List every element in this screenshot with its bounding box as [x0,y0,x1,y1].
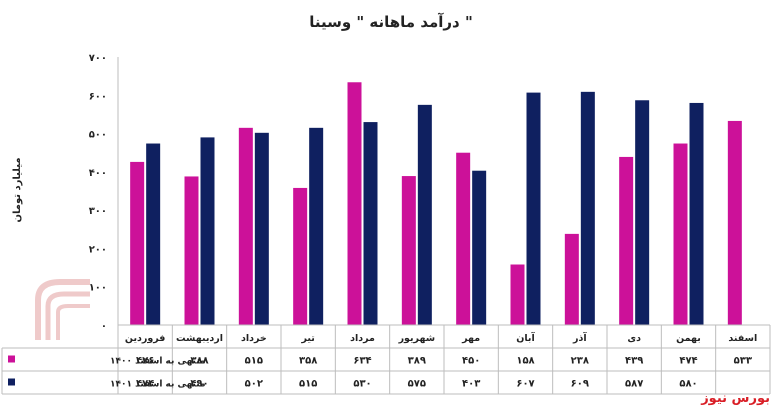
category-label: خرداد [241,333,267,344]
y-tick-label: ۲۰۰ [89,244,107,255]
category-label: اردیبهشت [176,333,223,344]
bar-s2-3 [309,127,324,325]
legend-swatch-2 [8,378,15,386]
bar-s2-4 [363,122,378,325]
bars [130,82,742,326]
bar-s1-6 [456,152,471,325]
data-label: ۴۹۰ [190,379,208,390]
legend-label-2: منتهی به اسفند ۱۴۰۱ [110,380,205,390]
bar-s1-9 [619,156,634,325]
data-label: ۶۳۴ [353,356,371,367]
y-tick-label: ۰ [101,321,107,332]
data-label: ۵۸۰ [679,379,697,390]
category-label: آذر [572,331,587,344]
bar-s1-2 [238,127,253,325]
data-label: ۲۳۸ [571,356,589,367]
bar-s1-0 [130,161,145,325]
bar-s1-8 [564,233,579,325]
bar-s1-7 [510,264,525,325]
data-label: ۱۵۸ [516,356,534,367]
category-label: بهمن [676,333,701,344]
data-label: ۴۳۹ [625,356,643,367]
bar-s2-1 [200,137,215,325]
bar-s2-10 [689,102,704,325]
y-tick-label: ۴۰۰ [89,168,107,179]
data-label: ۳۸۹ [408,356,426,367]
data-label: ۴۲۶ [136,356,154,367]
bar-s2-7 [526,92,541,325]
data-label: ۶۰۹ [571,379,589,390]
bar-s1-10 [673,143,688,325]
category-label: شهریور [398,333,436,344]
bar-s1-11 [727,120,742,326]
legend-swatch-1 [8,355,15,363]
bar-s2-2 [254,132,269,325]
y-tick-label: ۱۰۰ [89,283,107,294]
category-label: فروردین [125,333,166,344]
data-label: ۵۱۵ [299,379,317,390]
y-tick-label: ۶۰۰ [89,91,107,102]
data-label: ۵۳۰ [353,379,371,390]
data-label: ۴۵۰ [462,356,480,367]
bar-s2-5 [417,104,432,325]
y-tick-label: ۳۰۰ [89,206,107,217]
bar-s2-0 [146,143,161,325]
bar-s1-5 [401,176,416,325]
legend-label-1: منتهی به اسفند ۱۴۰۰ [110,357,205,367]
data-label: ۵۱۵ [245,356,263,367]
brand-name: بورس نیوز [701,391,770,406]
data-label: ۶۰۷ [516,379,534,390]
data-table: فروردین اردیبهشت خرداد تیر مرداد شهریور مهر آبا… [1,324,771,395]
bar-s2-9 [635,100,650,326]
y-tick-label: ۵۰۰ [89,130,107,141]
data-label: ۳۵۸ [299,356,317,367]
y-tick-label: ۷۰۰ [89,53,107,64]
data-label: ۳۸۸ [190,356,208,367]
data-label: ۵۷۵ [408,379,426,390]
y-axis-label: میلیارد تومان [12,157,23,222]
data-label: ۴۰۳ [462,379,480,390]
bar-s1-1 [184,176,199,325]
category-label: دی [627,333,641,344]
category-label: تیر [300,333,314,344]
bar-s2-8 [580,91,595,325]
category-label: اسفند [728,333,757,344]
data-label: ۴۷۴ [679,356,697,367]
data-label: ۴۷۴ [136,379,154,390]
logo-icon [35,279,90,340]
category-label: آبان [516,331,535,344]
data-label: ۵۸۷ [625,379,643,390]
category-label: مهر [461,333,480,344]
data-label: ۵۰۲ [245,379,263,390]
category-label: مرداد [350,333,375,344]
data-label: ۵۳۳ [734,356,752,367]
y-axis-ticks: ۰ ۱۰۰ ۲۰۰ ۳۰۰ ۴۰۰ ۵۰۰ ۶۰۰ ۷۰۰ [89,53,119,332]
chart-title: درآمد ماهانه " وسینا " [309,13,473,31]
bar-s1-4 [347,82,362,325]
bar-s1-3 [293,187,308,325]
bar-s2-6 [472,170,487,325]
